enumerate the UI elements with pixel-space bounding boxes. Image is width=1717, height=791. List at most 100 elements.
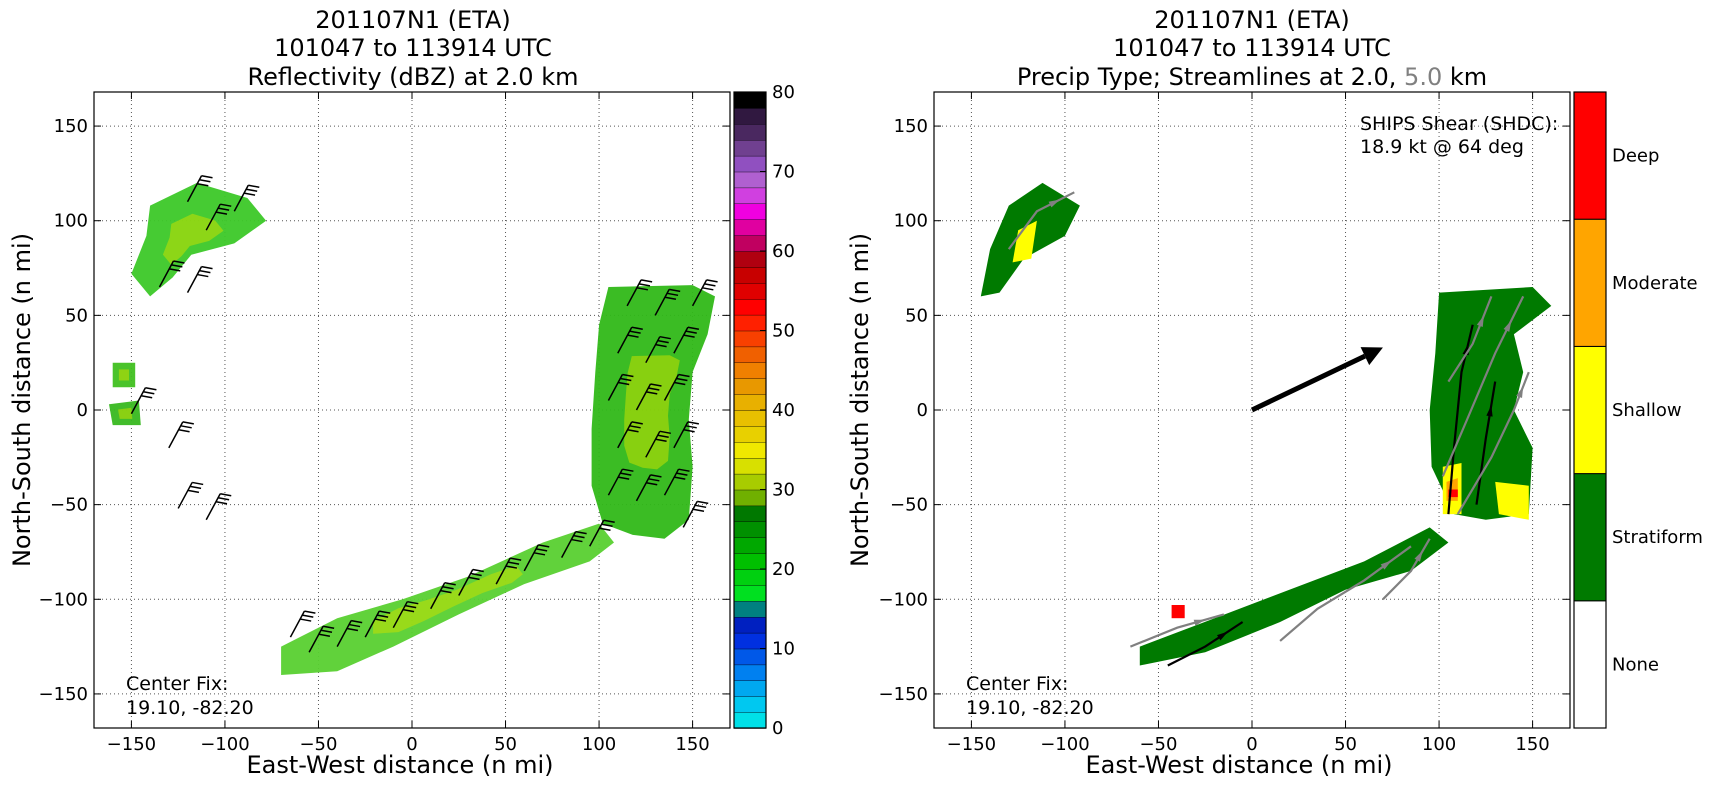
wind-barb-staff [430, 582, 446, 610]
colorbar-segment [733, 489, 767, 507]
wind-barb-flag [697, 500, 709, 505]
wind-barb-staff [495, 557, 511, 585]
colorbar-segment [733, 584, 767, 602]
wind-barb-flag [171, 264, 183, 268]
wind-barb-flag [243, 192, 256, 196]
colorbar-segment [733, 107, 767, 125]
wind-barb-staff [663, 468, 680, 496]
colorbar-tick-label: 70 [772, 162, 795, 183]
y-tick-label: −100 [39, 589, 88, 610]
x-tick-label: 150 [675, 734, 709, 755]
wind-barb-flag [687, 421, 700, 425]
wind-barb [645, 430, 671, 458]
y-tick-label: 50 [65, 305, 88, 326]
colorbar-segment [733, 346, 767, 363]
precip-type-colorbar: None Stratiform Shallow Moderate Deep [1573, 91, 1703, 729]
wind-barb-flag [199, 179, 211, 183]
wind-barb-flag [535, 548, 548, 552]
x-tick-label: −50 [1139, 734, 1177, 755]
colorbar-segment [733, 648, 767, 666]
wind-barb-staff [336, 620, 352, 647]
wind-barb [682, 500, 709, 528]
wind-barb [205, 493, 232, 521]
colorbar-frame [1573, 91, 1607, 729]
colorbar-segment [733, 521, 767, 538]
left-xlabel: East-West distance (n mi) [246, 751, 553, 779]
wind-barb-flag [215, 211, 228, 215]
colorbar-segment [733, 696, 767, 713]
colorbar-label-none: None [1612, 654, 1659, 675]
y-tick-label: −150 [879, 684, 928, 705]
colorbar-segment-stratiform [1573, 473, 1607, 602]
wind-barb-flag [683, 429, 695, 433]
right-title-line3: Precip Type; Streamlines at 2.0, 5.0 km [1017, 63, 1487, 91]
colorbar-segment [733, 409, 767, 427]
wind-barb-flag [145, 387, 157, 391]
wind-barb [663, 468, 690, 496]
wind-barb-flag [374, 618, 387, 622]
wind-barb [673, 421, 700, 449]
wind-barb-flag [197, 273, 209, 278]
wind-barb-flag [640, 279, 653, 283]
left-title-line1: 201107N1 (ETA) [315, 6, 511, 34]
x-tick-label: 100 [1422, 734, 1456, 755]
wind-barb-flag [676, 472, 688, 476]
streamline-arrowhead [1414, 550, 1423, 562]
wind-barb-staff [523, 544, 539, 572]
left-title-line2: 101047 to 113914 UTC [274, 34, 552, 62]
wind-barb-flag [201, 265, 213, 270]
wind-barb-flag [180, 425, 192, 429]
wind-barb-flag [189, 485, 202, 490]
right-title-line3-b: 5.0 [1404, 63, 1442, 91]
wind-barb-staff [645, 336, 661, 364]
streamline-2-0km [1475, 381, 1497, 505]
streamline-arrowhead [1486, 405, 1493, 417]
wind-barb-staff [607, 374, 624, 401]
colorbar-tick-label: 40 [772, 400, 795, 421]
wind-barb-flag [659, 335, 671, 340]
precip-region-shallow [1012, 220, 1037, 263]
wind-barb-flag [173, 260, 185, 264]
wind-barb [607, 468, 634, 496]
wind-barb-flag [648, 478, 660, 482]
colorbar-tick-label: 20 [772, 559, 795, 580]
wind-barb-flag [659, 430, 671, 435]
wind-barb-flag [618, 381, 630, 386]
shear-vector-shaft [1250, 353, 1366, 413]
wind-barb-flag [620, 472, 632, 476]
colorbar-segment [733, 298, 767, 316]
wind-barb-flag [655, 438, 667, 442]
wind-barb-flag [573, 534, 585, 539]
wind-barb-flag [533, 552, 546, 556]
wind-barb [186, 175, 213, 203]
streamline-arrowhead [1380, 560, 1392, 570]
wind-barb-flag [379, 610, 391, 614]
wind-barb-flag [601, 523, 613, 527]
colorbar-segment [733, 234, 767, 252]
wind-barb-flag [694, 504, 707, 509]
wind-barb-flag [470, 572, 482, 577]
wind-barb-flag [646, 482, 658, 486]
wind-barb-flag [505, 565, 518, 569]
colorbar-label-moderate: Moderate [1612, 273, 1698, 294]
right-title-line2: 101047 to 113914 UTC [1113, 34, 1391, 62]
wind-barb-flag [678, 373, 690, 378]
right-title-line1: 201107N1 (ETA) [1154, 6, 1350, 34]
wind-barb [560, 530, 587, 558]
wind-barb-staff [635, 474, 652, 502]
wind-barb-staff [168, 421, 184, 449]
wind-barb [233, 184, 260, 212]
echo-core-southern-band [373, 565, 523, 634]
wind-barb-flag [666, 292, 679, 297]
wind-barb [177, 481, 204, 509]
wind-barb-staff [607, 468, 624, 496]
wind-barb-flag [683, 334, 695, 338]
colorbar-segment [733, 155, 767, 173]
wind-barb-flag [636, 287, 649, 291]
x-tick-label: 100 [582, 734, 616, 755]
wind-barb-flag [468, 576, 480, 581]
wind-barb-flag [192, 481, 204, 486]
y-tick-label: 150 [54, 116, 88, 137]
colorbar-tick-label: 60 [772, 241, 795, 262]
